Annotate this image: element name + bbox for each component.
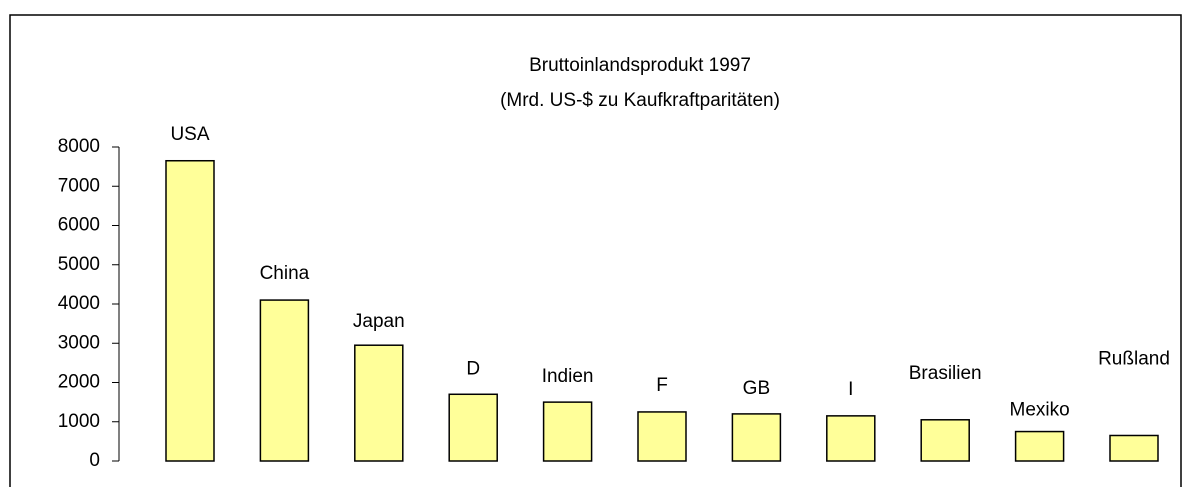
bar xyxy=(731,413,782,462)
bar xyxy=(637,411,687,462)
bar xyxy=(826,415,876,462)
bar xyxy=(165,159,215,462)
y-tick-label: 7000 xyxy=(58,175,100,196)
y-tick-label: 5000 xyxy=(58,254,100,275)
bar xyxy=(1014,430,1065,462)
bar xyxy=(354,344,404,462)
y-tick-label: 8000 xyxy=(58,136,100,157)
y-tick-label: 1000 xyxy=(58,411,100,432)
bar-label: F xyxy=(656,375,668,396)
chart-title: Bruttoinlandsprodukt 1997 xyxy=(529,55,751,76)
chart-frame xyxy=(9,14,1182,487)
bar xyxy=(1109,434,1159,462)
chart-subtitle: (Mrd. US-$ zu Kaufkraftparitäten) xyxy=(500,90,780,111)
bar-label: D xyxy=(466,358,480,379)
bar xyxy=(542,401,593,462)
bar-label: Japan xyxy=(353,311,405,332)
y-tick-label: 4000 xyxy=(58,293,100,314)
bar-label: GB xyxy=(743,378,770,399)
bar-label: Brasilien xyxy=(909,363,982,384)
y-tick-label: 3000 xyxy=(58,332,100,353)
y-tick-label: 0 xyxy=(89,450,100,471)
bar-label: Mexiko xyxy=(1010,400,1070,421)
bar-label: USA xyxy=(170,124,209,145)
y-tick-label: 2000 xyxy=(58,372,100,393)
bar-label: I xyxy=(848,379,853,400)
bar xyxy=(259,299,310,462)
bar-label: Indien xyxy=(542,366,594,387)
bar xyxy=(920,419,970,462)
bar-label: Rußland xyxy=(1098,349,1170,370)
y-tick-label: 6000 xyxy=(58,215,100,236)
bar-label: China xyxy=(260,263,310,284)
bar xyxy=(448,393,498,462)
